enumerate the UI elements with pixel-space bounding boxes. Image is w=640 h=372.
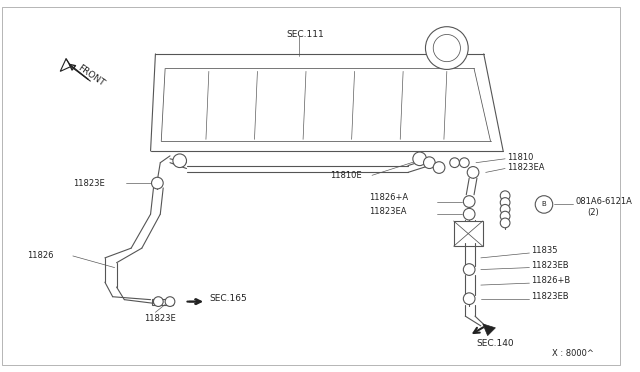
Circle shape (154, 297, 163, 307)
Circle shape (500, 198, 510, 207)
Circle shape (165, 297, 175, 307)
Text: 11823E: 11823E (73, 179, 104, 187)
Circle shape (433, 35, 460, 62)
Text: 081A6-6121A: 081A6-6121A (575, 197, 632, 206)
Text: 11826+B: 11826+B (531, 276, 571, 285)
Circle shape (500, 218, 510, 228)
Text: FRONT: FRONT (76, 63, 106, 88)
Circle shape (450, 158, 460, 167)
Text: 11823EB: 11823EB (531, 292, 569, 301)
Circle shape (463, 264, 475, 275)
Text: 11835: 11835 (531, 246, 558, 254)
Circle shape (500, 191, 510, 201)
Text: 11823EA: 11823EA (507, 163, 545, 172)
Circle shape (535, 196, 553, 213)
Text: (2): (2) (588, 208, 600, 217)
Circle shape (500, 205, 510, 214)
Text: 11810E: 11810E (330, 171, 362, 180)
Circle shape (433, 162, 445, 173)
Polygon shape (60, 59, 71, 71)
Circle shape (463, 196, 475, 207)
Text: SEC.165: SEC.165 (210, 294, 248, 303)
Circle shape (467, 167, 479, 178)
Circle shape (426, 27, 468, 70)
Text: 11823EA: 11823EA (369, 207, 406, 216)
Text: X : 8000^: X : 8000^ (552, 349, 594, 357)
FancyBboxPatch shape (152, 299, 173, 305)
Polygon shape (483, 324, 495, 336)
Circle shape (413, 152, 426, 166)
Circle shape (500, 211, 510, 221)
Text: SEC.111: SEC.111 (287, 30, 324, 39)
Circle shape (173, 154, 186, 167)
Text: 11823E: 11823E (144, 314, 175, 323)
Text: 11826+A: 11826+A (369, 193, 408, 202)
Circle shape (463, 293, 475, 305)
Text: SEC.140: SEC.140 (476, 339, 514, 348)
Circle shape (460, 158, 469, 167)
Text: 11826: 11826 (27, 251, 54, 260)
Circle shape (152, 177, 163, 189)
FancyBboxPatch shape (454, 221, 483, 246)
Circle shape (424, 157, 435, 169)
Circle shape (463, 208, 475, 220)
Text: B: B (541, 202, 547, 208)
Text: 11810: 11810 (507, 153, 533, 162)
Text: 11823EB: 11823EB (531, 261, 569, 270)
